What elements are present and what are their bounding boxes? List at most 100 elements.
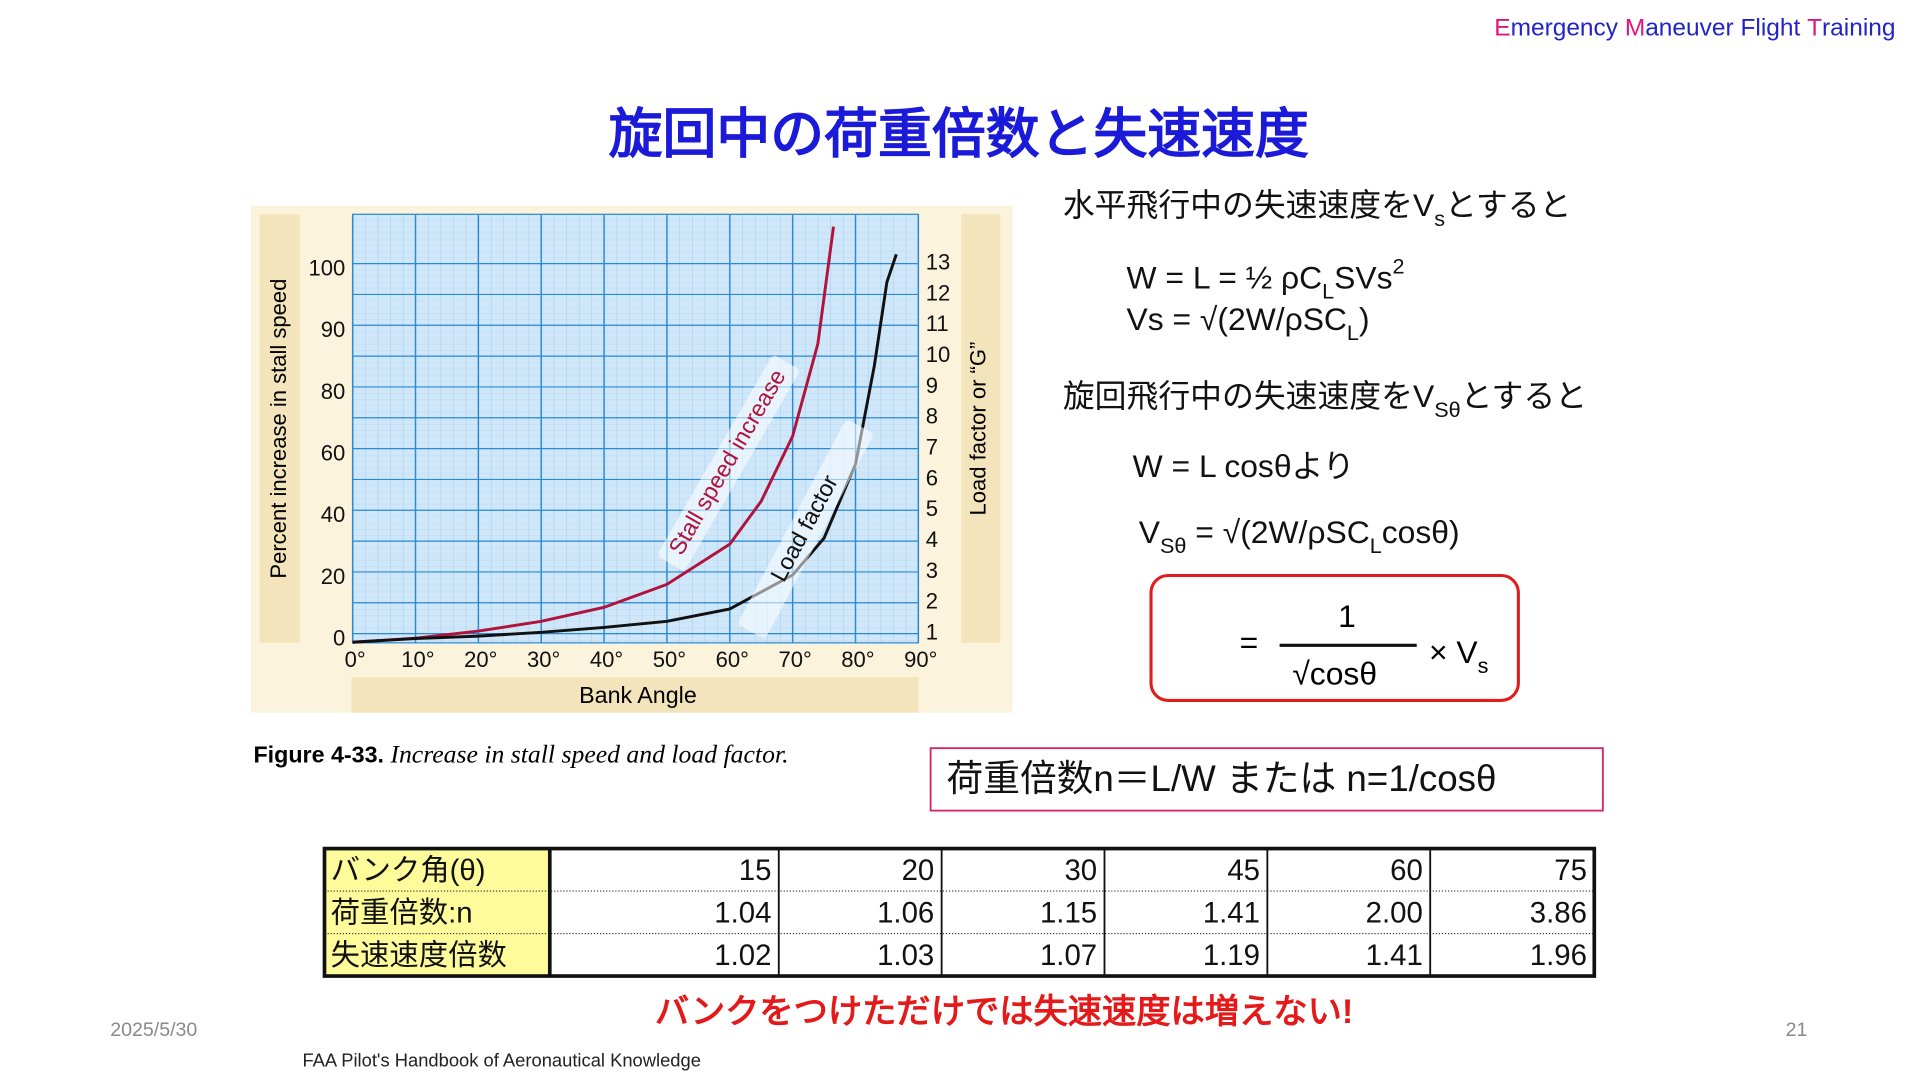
table-cell: 60	[1390, 854, 1423, 887]
denominator: √cosθ	[1292, 655, 1377, 691]
table-cell: 1.15	[1040, 897, 1097, 930]
caption-label: Figure 4-33.	[253, 742, 384, 768]
text-segment: 2	[1393, 254, 1405, 279]
text-segment: Vs = √(2W/ρSC	[1127, 301, 1347, 337]
header-part: raining	[1822, 15, 1895, 42]
table-cell: 30	[1064, 854, 1097, 887]
table-cell: 1.07	[1040, 939, 1097, 972]
table-cell: 1.41	[1366, 939, 1423, 972]
y-tick-label: 60	[321, 441, 346, 466]
y2-tick-label: 1	[926, 619, 938, 644]
header-part: aneuver	[1645, 15, 1740, 42]
y2-tick-label: 6	[926, 465, 938, 490]
figure-caption: Figure 4-33. Increase in stall speed and…	[253, 740, 788, 769]
axis-band	[259, 214, 300, 643]
header-part: T	[1807, 15, 1822, 42]
formula: 水平飛行中の失速速度をVsとすると	[1063, 188, 1572, 232]
row-header: 失速速度倍数	[331, 939, 507, 972]
text-segment: L	[1347, 320, 1359, 345]
y2-tick-label: 10	[926, 342, 951, 367]
axis-band	[961, 214, 1001, 643]
text-segment: W = L = ½ ρC	[1127, 260, 1323, 296]
x-tick-label: 70°	[778, 647, 811, 672]
conclusion: バンクをつけただけでは失速速度は増えない!	[655, 993, 1353, 1031]
header: Emergency Maneuver Flight Training	[1494, 15, 1895, 42]
formula: Vs = √(2W/ρSCL)	[1127, 301, 1370, 345]
result-box	[1149, 573, 1520, 702]
title: 旋回中の荷重倍数と失速速度	[609, 105, 1309, 165]
y2-tick-label: 3	[926, 558, 938, 583]
header-part: F	[1740, 15, 1755, 42]
x-tick-label: 30°	[527, 647, 560, 672]
text-segment: = √(2W/ρSC	[1186, 515, 1369, 551]
y2-tick-label: 7	[926, 434, 938, 459]
y-tick-label: 40	[321, 502, 346, 527]
header-part: M	[1625, 15, 1645, 42]
table-cell: 20	[902, 854, 935, 887]
y2-tick-label: 2	[926, 589, 938, 614]
table-cell: 15	[739, 854, 772, 887]
x-tick-label: 50°	[653, 647, 686, 672]
x-tick-label: 40°	[590, 647, 623, 672]
text-segment: cosθ)	[1382, 515, 1460, 551]
y2-tick-label: 5	[926, 496, 938, 521]
series-line	[352, 253, 898, 644]
label-halo	[738, 420, 873, 638]
y2-tick-label: 8	[926, 404, 938, 429]
table-cell: 1.03	[877, 939, 934, 972]
table-border	[322, 846, 1597, 978]
text-segment: V	[1139, 515, 1161, 551]
text-segment: L	[1322, 279, 1334, 304]
text-segment: とすると	[1461, 379, 1587, 415]
text-segment: W = L cosθより	[1133, 448, 1355, 484]
date: 2025/5/30	[110, 1019, 197, 1041]
multiplier: × Vs	[1429, 635, 1489, 679]
row-header: 荷重倍数:n	[331, 897, 473, 930]
slide-content: Emergency Maneuver Flight Training 旋回中の荷重…	[110, 15, 1895, 1071]
formula: 旋回飛行中の失速速度をVSθとすると	[1063, 379, 1587, 423]
y-tick-label: 0	[333, 626, 345, 651]
table-cell: 1.02	[714, 939, 771, 972]
plot-area	[352, 213, 919, 644]
source: FAA Pilot's Handbook of Aeronautical Kno…	[302, 1049, 701, 1070]
formula: VSθ = √(2W/ρSCLcosθ)	[1139, 515, 1460, 559]
header-part: mergency	[1511, 15, 1625, 42]
y2-tick-label: 13	[926, 249, 951, 274]
series-line	[352, 226, 835, 644]
text-segment: 旋回飛行中の失速速度をV	[1063, 379, 1435, 415]
text-segment: Sθ	[1434, 397, 1460, 422]
y-tick-label: 90	[321, 317, 346, 342]
x-tick-label: 20°	[464, 647, 497, 672]
text-segment: × V	[1429, 635, 1478, 671]
axis-band	[351, 677, 919, 713]
y2-axis-label: Load factor or “G”	[965, 342, 990, 516]
x-tick-label: 60°	[716, 647, 749, 672]
formula: W = L cosθより	[1133, 448, 1355, 484]
text-segment: )	[1359, 301, 1370, 337]
x-tick-label: 10°	[401, 647, 434, 672]
table-cell: 3.86	[1530, 897, 1587, 930]
label-halo	[658, 355, 799, 570]
formula: W = L = ½ ρCLSVs2	[1127, 254, 1405, 304]
x-tick-label: 0°	[345, 647, 366, 672]
table-cell: 2.00	[1366, 897, 1423, 930]
table-cell: 45	[1227, 854, 1260, 887]
y-tick-label: 20	[321, 564, 346, 589]
row-header: バンク角(θ)	[331, 854, 486, 887]
text-segment: SVs	[1334, 260, 1392, 296]
x-tick-label: 80°	[841, 647, 874, 672]
y-tick-label: 100	[309, 256, 346, 281]
x-tick-label: 90°	[904, 647, 937, 672]
text-segment: s	[1434, 206, 1445, 231]
table-cell: 1.04	[714, 897, 771, 930]
table-cell: 1.06	[877, 897, 934, 930]
y2-tick-label: 12	[926, 280, 951, 305]
text-segment: Sθ	[1160, 533, 1186, 558]
note-box	[929, 747, 1604, 812]
caption-text: Increase in stall speed and load factor.	[384, 740, 789, 769]
text-segment: とすると	[1445, 188, 1571, 224]
header-part: light	[1755, 15, 1807, 42]
header-part: E	[1494, 15, 1510, 42]
y2-tick-label: 4	[926, 527, 938, 552]
